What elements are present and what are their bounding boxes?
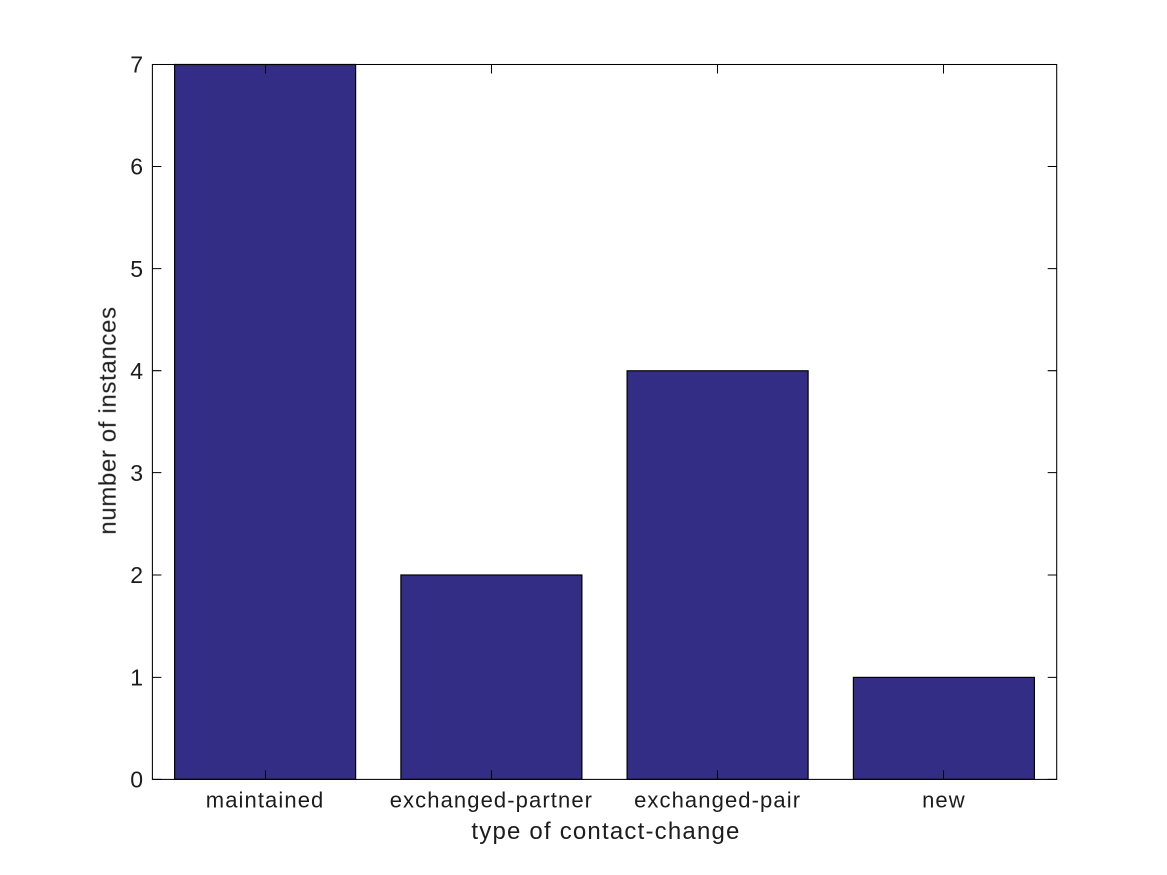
svg-text:5: 5 bbox=[130, 256, 143, 282]
svg-text:exchanged-pair: exchanged-pair bbox=[634, 787, 801, 812]
svg-text:exchanged-partner: exchanged-partner bbox=[390, 787, 593, 812]
svg-text:new: new bbox=[922, 787, 966, 812]
svg-text:3: 3 bbox=[130, 460, 143, 486]
svg-text:maintained: maintained bbox=[206, 787, 325, 812]
svg-text:7: 7 bbox=[130, 52, 143, 78]
svg-text:number of instances: number of instances bbox=[95, 306, 122, 534]
svg-text:type of contact-change: type of contact-change bbox=[471, 818, 740, 845]
svg-text:6: 6 bbox=[130, 154, 143, 180]
svg-text:0: 0 bbox=[130, 767, 143, 793]
svg-text:1: 1 bbox=[130, 664, 143, 690]
svg-text:4: 4 bbox=[130, 358, 143, 384]
svg-text:2: 2 bbox=[130, 562, 143, 588]
